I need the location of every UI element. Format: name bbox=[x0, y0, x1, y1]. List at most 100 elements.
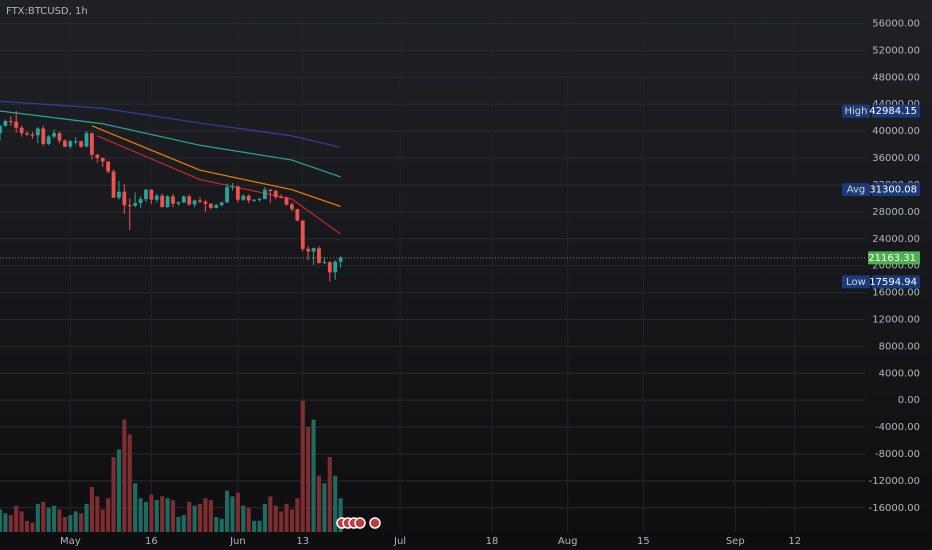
candle-body bbox=[149, 189, 154, 200]
candle-body bbox=[300, 220, 305, 249]
volume-bar bbox=[181, 515, 186, 532]
candle-body bbox=[311, 248, 316, 252]
volume-bar bbox=[35, 503, 40, 532]
candle-body bbox=[84, 133, 89, 147]
volume-bar bbox=[235, 492, 240, 532]
volume-bar bbox=[143, 502, 149, 532]
candle-body bbox=[273, 191, 278, 198]
candle-body bbox=[279, 197, 284, 199]
candle-body bbox=[295, 209, 300, 221]
y-tick-label: -8000.00 bbox=[875, 449, 920, 460]
volume-bar bbox=[41, 502, 46, 532]
candle-body bbox=[41, 128, 46, 144]
candle-body bbox=[122, 191, 127, 206]
volume-bar bbox=[106, 498, 111, 532]
y-tick-label: 56000.00 bbox=[872, 19, 920, 30]
candle-body bbox=[317, 248, 321, 263]
y-tick-label: 40000.00 bbox=[872, 126, 920, 137]
candle-body bbox=[25, 133, 29, 135]
y-tick-label: 12000.00 bbox=[872, 314, 920, 325]
volume-bar bbox=[79, 513, 84, 532]
marker-value: 17594.94 bbox=[869, 277, 917, 288]
volume-bar bbox=[100, 509, 105, 532]
y-tick-label: 16000.00 bbox=[872, 288, 920, 299]
volume-bar bbox=[46, 507, 51, 532]
volume-bar bbox=[149, 494, 154, 532]
volume-bar bbox=[322, 483, 327, 532]
candle-body bbox=[230, 186, 235, 188]
candle-body bbox=[127, 205, 132, 207]
volume-bar bbox=[295, 498, 300, 532]
marker-value-box bbox=[872, 104, 920, 118]
candle-body bbox=[187, 196, 192, 205]
volume-bar bbox=[176, 517, 181, 532]
candle-body bbox=[73, 141, 78, 143]
volume-bar bbox=[170, 500, 176, 532]
volume-bar bbox=[133, 483, 138, 532]
candle-body bbox=[165, 196, 170, 208]
y-tick-label: -4000.00 bbox=[875, 422, 920, 433]
candle-body bbox=[79, 141, 83, 147]
volume-bar bbox=[127, 434, 132, 532]
x-tick-label: May bbox=[60, 536, 81, 547]
marker-name: High bbox=[845, 106, 868, 117]
y-tick-label: -16000.00 bbox=[869, 503, 920, 514]
candle-body bbox=[284, 197, 289, 205]
candle-body bbox=[333, 261, 338, 273]
y-tick-label: 52000.00 bbox=[872, 45, 920, 56]
volume-bar bbox=[246, 507, 251, 532]
volume-bar bbox=[165, 498, 170, 532]
marker-name: Avg bbox=[847, 185, 866, 196]
volume-bar bbox=[3, 513, 8, 532]
candle-body bbox=[198, 200, 202, 202]
volume-bar bbox=[84, 503, 89, 532]
candle-body bbox=[154, 195, 159, 200]
candle-body bbox=[208, 203, 213, 208]
moving-average bbox=[0, 110, 341, 178]
volume-bar bbox=[62, 517, 67, 532]
volume-bar bbox=[0, 509, 3, 532]
volume-bar bbox=[289, 509, 294, 532]
volume-bar bbox=[268, 496, 273, 532]
candle-body bbox=[46, 136, 51, 144]
candle-body bbox=[90, 133, 94, 155]
volume-bar bbox=[68, 515, 73, 532]
candle-body bbox=[106, 161, 111, 172]
candle-body bbox=[171, 196, 175, 204]
volume-bar bbox=[225, 490, 230, 532]
x-tick-label: 12 bbox=[788, 536, 801, 547]
marker-name-box bbox=[842, 183, 870, 197]
candle-body bbox=[52, 133, 56, 137]
plot bbox=[0, 100, 865, 532]
volume-bar bbox=[111, 457, 116, 532]
x-tick-label: 16 bbox=[145, 536, 158, 547]
candle-body bbox=[68, 141, 73, 147]
volume-bar bbox=[57, 509, 62, 532]
candle-body bbox=[14, 121, 19, 128]
candle-body bbox=[8, 121, 13, 123]
volume-bar bbox=[214, 517, 219, 532]
event-icons bbox=[336, 517, 381, 529]
candle-body bbox=[203, 201, 208, 204]
candle-body bbox=[235, 186, 240, 200]
y-tick-label: 48000.00 bbox=[872, 72, 920, 83]
volume-bar bbox=[197, 503, 203, 532]
volume-bar bbox=[327, 457, 332, 532]
y-tick-label: 28000.00 bbox=[872, 207, 920, 218]
volume-bar bbox=[30, 522, 35, 532]
candle-body bbox=[117, 191, 121, 198]
candle-body bbox=[95, 154, 100, 159]
volume-bar bbox=[8, 515, 13, 532]
volume-bar bbox=[187, 502, 192, 532]
candle-body bbox=[30, 134, 35, 136]
candle-body bbox=[144, 189, 148, 200]
volume-bar bbox=[311, 419, 316, 532]
last-price-box bbox=[868, 251, 920, 265]
marker-name-box bbox=[842, 275, 870, 289]
candle-body bbox=[219, 202, 224, 206]
volume-bar bbox=[273, 505, 278, 532]
volume-bar bbox=[52, 505, 57, 532]
volume-bar bbox=[333, 475, 338, 532]
